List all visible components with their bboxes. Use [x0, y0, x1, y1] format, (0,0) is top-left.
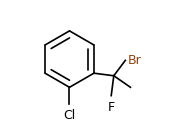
Text: Cl: Cl: [63, 109, 76, 122]
Text: F: F: [108, 101, 115, 114]
Text: Br: Br: [128, 54, 142, 67]
